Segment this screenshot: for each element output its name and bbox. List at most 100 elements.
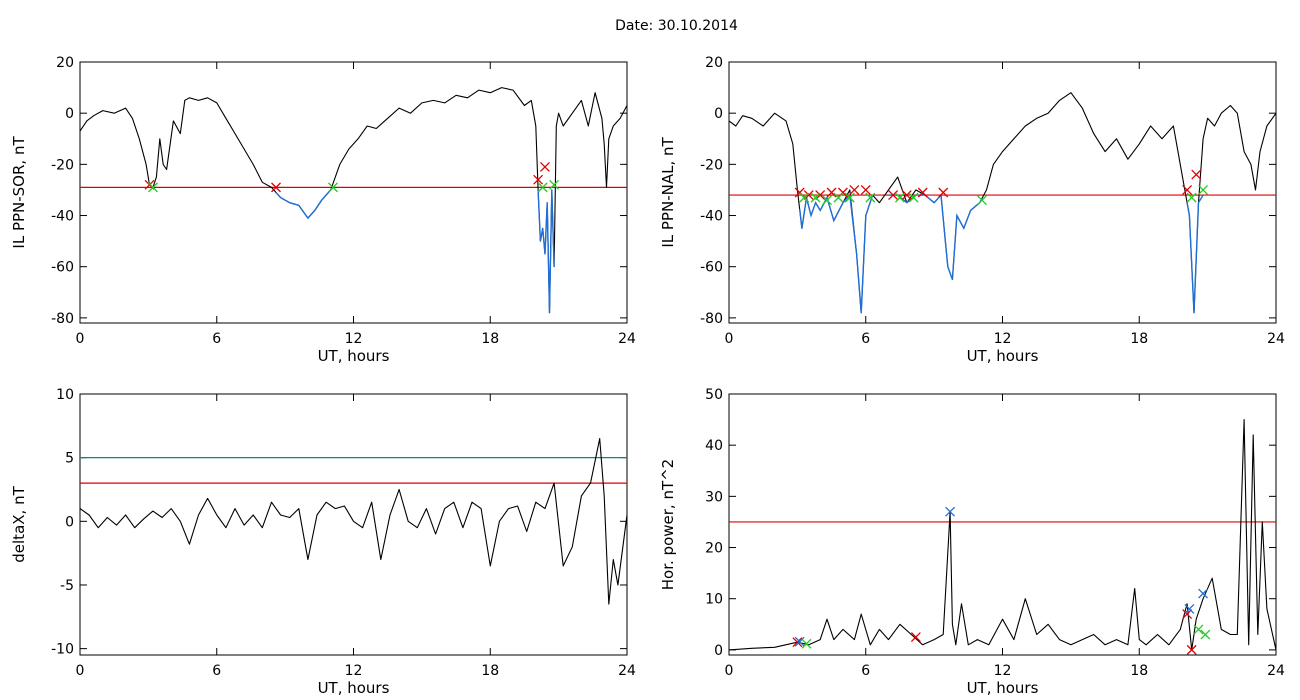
x-tick-label: 18	[1130, 663, 1148, 679]
event-marker-green	[894, 192, 905, 203]
event-marker-green	[833, 192, 844, 203]
event-marker-red	[803, 190, 814, 201]
x-tick-label: 0	[725, 331, 734, 347]
event-marker-green	[977, 195, 987, 206]
x-tick-label: 12	[994, 331, 1012, 347]
y-axis-label: IL PPN-SOR, nT	[10, 136, 28, 249]
x-tick-label: 24	[1267, 663, 1285, 679]
x-tick-label: 18	[481, 331, 499, 347]
event-marker-green	[799, 192, 810, 203]
plot-hor-power: 0 6 12 18 24 0 10 20 30 40 50 UT, hours Hor. power, …	[659, 387, 1285, 697]
x-tick-label: 12	[345, 331, 363, 347]
y-tick-label: 20	[705, 541, 723, 557]
y-axis-label: deltaX, nT	[10, 485, 28, 562]
event-marker-green	[1200, 629, 1211, 640]
series-line	[728, 419, 1277, 651]
x-tick-label: 18	[481, 663, 499, 679]
x-tick-label: 24	[618, 663, 636, 679]
below-threshold-segment	[888, 193, 947, 243]
y-tick-label: 0	[714, 106, 723, 122]
event-marker-red	[1191, 169, 1202, 180]
event-marker-red	[888, 190, 899, 201]
event-marker-green	[908, 192, 919, 203]
event-marker-green	[328, 182, 338, 193]
x-axis-label: UT, hours	[967, 347, 1039, 365]
y-tick-label: -10	[51, 642, 74, 658]
below-threshold-segment	[944, 198, 983, 280]
event-marker-blue	[945, 506, 956, 517]
y-tick-label: -60	[700, 260, 723, 276]
y-axis-label: IL PPN-NAL, nT	[659, 137, 677, 248]
x-tick-label: 6	[212, 331, 221, 347]
y-tick-label: -20	[700, 157, 723, 173]
plot-frame	[79, 393, 628, 656]
plot-frame	[728, 393, 1277, 656]
event-marker-green	[865, 192, 876, 203]
event-marker-red	[271, 182, 281, 193]
event-marker-red	[917, 187, 928, 198]
series-line	[79, 438, 628, 605]
x-tick-label: 0	[725, 663, 734, 679]
y-tick-label: 50	[705, 387, 723, 403]
y-tick-label: -40	[700, 209, 723, 225]
below-threshold-segment	[1186, 194, 1204, 313]
y-tick-label: -80	[700, 311, 723, 327]
x-tick-label: 18	[1130, 331, 1148, 347]
plot-il-ppn-sor: 0 6 12 18 24 -80 -60 -40 -20 0 20 UT, hours IL PPN-S…	[10, 55, 636, 365]
plot-il-ppn-nal: 0 6 12 18 24 -80 -60 -40 -20 0 20 UT, hours IL PPN-N…	[659, 55, 1285, 365]
event-marker-red	[860, 184, 871, 195]
event-marker-red	[792, 637, 803, 648]
event-marker-green	[549, 179, 560, 190]
series-line	[728, 92, 1277, 314]
event-marker-red	[938, 187, 949, 198]
x-tick-label: 6	[861, 331, 870, 347]
plot-deltax: 0 6 12 18 24 -10 -5 0 5 10 UT, hours deltaX, nT	[10, 387, 636, 697]
y-tick-label: 0	[714, 643, 723, 659]
y-tick-label: 10	[56, 387, 74, 403]
x-tick-label: 6	[212, 663, 221, 679]
y-tick-label: -40	[51, 209, 74, 225]
x-tick-label: 12	[345, 663, 363, 679]
event-marker-red	[826, 187, 837, 198]
x-tick-label: 24	[1267, 331, 1285, 347]
event-marker-green	[801, 638, 812, 649]
event-marker-red	[901, 190, 912, 201]
y-tick-label: -60	[51, 260, 74, 276]
event-marker-green	[147, 182, 158, 193]
x-tick-label: 24	[618, 331, 636, 347]
y-tick-label: 0	[65, 106, 74, 122]
y-tick-label: 20	[56, 55, 74, 71]
x-tick-label: 12	[994, 663, 1012, 679]
chart-title: Date: 30.10.2014	[615, 18, 738, 34]
x-tick-label: 0	[76, 331, 85, 347]
y-tick-label: 20	[705, 55, 723, 71]
event-marker-red	[539, 161, 550, 172]
below-threshold-segment	[799, 193, 874, 313]
series-line	[79, 87, 628, 314]
event-marker-red	[1182, 609, 1193, 620]
event-marker-green	[810, 192, 821, 203]
x-tick-label: 0	[76, 663, 85, 679]
event-marker-red	[849, 184, 860, 195]
event-marker-blue	[1198, 588, 1209, 599]
x-axis-label: UT, hours	[967, 679, 1039, 697]
event-marker-red	[1182, 184, 1193, 195]
event-marker-green	[1193, 624, 1204, 635]
below-threshold-segment	[275, 186, 334, 220]
plot-frame	[79, 61, 628, 324]
event-marker-red	[910, 632, 921, 643]
event-marker-blue	[794, 636, 805, 647]
event-marker-green	[1198, 184, 1209, 195]
event-marker-blue	[1184, 603, 1195, 614]
event-marker-green	[844, 192, 855, 203]
event-marker-green	[1186, 192, 1197, 203]
y-tick-label: -80	[51, 311, 74, 327]
y-tick-label: 30	[705, 489, 723, 505]
y-tick-label: 40	[705, 438, 723, 454]
x-axis-label: UT, hours	[318, 679, 390, 697]
below-threshold-segment	[537, 189, 555, 313]
event-marker-green	[537, 182, 548, 193]
event-marker-red	[815, 190, 826, 201]
x-axis-label: UT, hours	[318, 347, 390, 365]
